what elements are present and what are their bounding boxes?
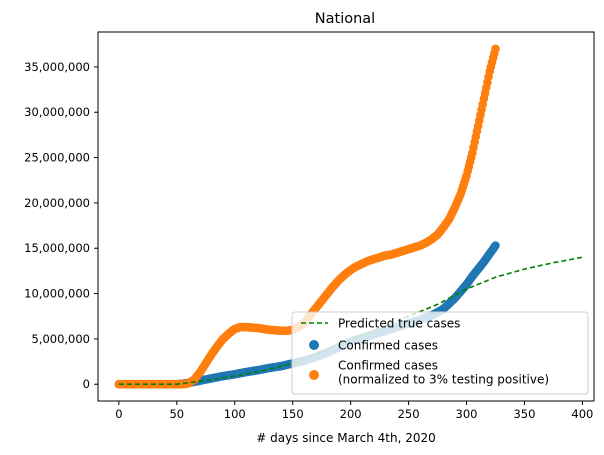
y-tick-label: 0 [83,377,90,391]
legend-label-normalized-line2: (normalized to 3% testing positive) [338,373,549,387]
legend-swatch-normalized [309,370,319,380]
x-tick-label: 350 [513,407,535,421]
x-tick-label: 300 [456,407,478,421]
x-tick-label: 400 [571,407,593,421]
x-tick-label: 0 [115,407,122,421]
y-tick-label: 30,000,000 [24,105,90,119]
y-tick-label: 35,000,000 [24,60,90,74]
y-axis-ticks: 0 5,000,000 10,000,000 15,000,000 20,000,000… [24,60,98,391]
x-axis-label: # days since March 4th, 2020 [256,431,436,445]
legend-swatch-confirmed [309,340,319,350]
y-tick-label: 10,000,000 [24,287,90,301]
x-tick-label: 50 [169,407,184,421]
legend-label-confirmed: Confirmed cases [338,339,438,353]
x-tick-label: 150 [282,407,304,421]
x-tick-label: 100 [224,407,246,421]
chart-title: National [315,11,375,27]
legend-label-normalized-line1: Confirmed cases [338,359,438,373]
legend-label-normalized: Confirmed cases (normalized to 3% testin… [338,359,549,387]
axes-frame [97,31,595,402]
normalized-cases-point [491,44,500,54]
legend-label-predicted: Predicted true cases [338,317,460,331]
y-tick-label: 20,000,000 [24,196,90,210]
y-tick-label: 15,000,000 [24,241,90,255]
y-tick-label: 5,000,000 [31,332,90,346]
x-tick-label: 200 [340,407,362,421]
legend-box [291,311,589,395]
y-tick-label: 25,000,000 [24,151,90,165]
x-axis-ticks: 0 50 100 150 200 250 300 350 400 [115,401,593,421]
x-tick-label: 250 [398,407,420,421]
confirmed-cases-point [491,241,500,250]
legend: Predicted true cases Confirmed cases Con… [291,311,589,395]
